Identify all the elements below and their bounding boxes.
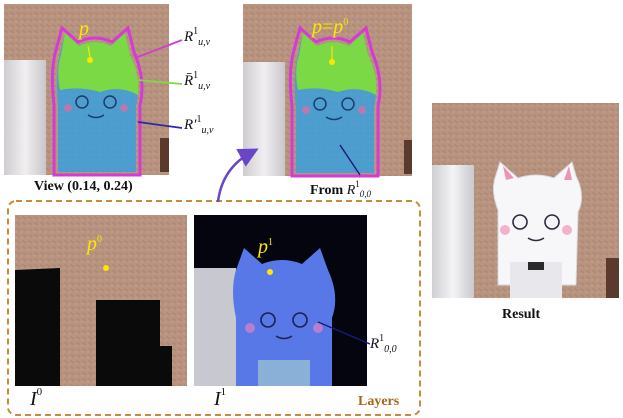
view-panel	[4, 4, 169, 177]
from-point-label: p=p0	[312, 16, 349, 38]
result-caption: Result	[502, 307, 541, 322]
flow-arrow	[216, 148, 259, 203]
label-Rbar-region: R̄1u,v	[184, 70, 211, 92]
label-R-region: R1u,v	[184, 26, 211, 48]
point-p-from	[329, 59, 335, 65]
layer1-point-label: p1	[258, 236, 273, 258]
point-p-view	[87, 57, 93, 63]
leader-R	[134, 39, 183, 59]
view-point-label: p	[79, 18, 89, 40]
from-panel	[243, 4, 412, 178]
cat-face-view	[75, 95, 117, 119]
layers-label: Layers	[358, 394, 400, 409]
image-label-I1: I1	[214, 386, 227, 410]
region-outline-magenta	[50, 25, 144, 177]
label-Rprime-region: R′1u,v	[184, 114, 214, 136]
leader-Rbar	[137, 79, 183, 85]
leader-Rprime	[137, 121, 183, 129]
image-label-I0: I0	[30, 386, 43, 410]
view-caption: View (0.14, 0.24)	[34, 179, 133, 194]
region-fill-green	[58, 33, 139, 95]
layer-0-panel	[15, 215, 187, 386]
result-panel	[432, 103, 619, 298]
layer0-point-label: p0	[87, 233, 102, 255]
point-p1-layer	[267, 269, 273, 275]
from-caption: From R10,0	[310, 179, 371, 199]
point-p0-layer	[103, 265, 109, 271]
layer-1-panel	[194, 215, 371, 386]
label-R00-region: R10,0	[370, 333, 397, 355]
